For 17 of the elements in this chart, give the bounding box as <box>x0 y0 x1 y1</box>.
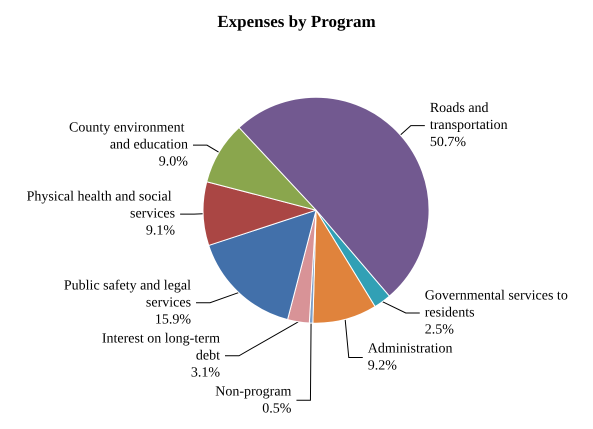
slice-label: Roads and transportation <box>430 101 508 134</box>
slice-label: Public safety and legal services <box>64 278 192 310</box>
slice-label: Administration <box>368 341 453 356</box>
slice-label: Governmental services to residents <box>424 288 572 320</box>
slice-label: County environment and education <box>68 120 188 153</box>
data-label: 9.0% <box>158 154 188 170</box>
data-label: 2.5% <box>424 322 454 338</box>
data-label: 9.1% <box>146 224 176 239</box>
data-label: 0.5% <box>262 401 292 416</box>
chart-title: Expenses by Program <box>217 12 376 31</box>
data-label: 9.2% <box>368 358 398 374</box>
slice-label: Interest on long-term debt <box>102 331 220 364</box>
slice-label: Physical health and social services <box>26 190 176 222</box>
data-label: 3.1% <box>190 365 220 380</box>
data-label: 50.7% <box>430 135 466 150</box>
data-label: 15.9% <box>154 312 192 328</box>
slice-label: Non-program <box>215 384 292 400</box>
